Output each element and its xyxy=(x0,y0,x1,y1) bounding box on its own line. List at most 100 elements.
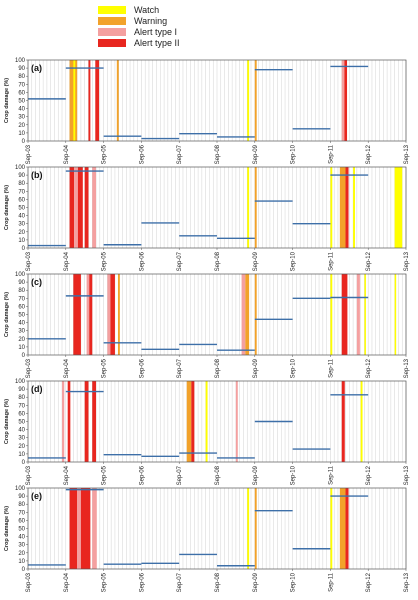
y-tick-label: 60 xyxy=(18,90,25,96)
panel-4: 0 10 20 30 40 50 60 70 80 90 100 Crop damage (%) Sep… xyxy=(4,379,410,485)
y-tick-label: 10 xyxy=(18,345,25,351)
alert-band xyxy=(73,60,76,141)
alert-band xyxy=(62,381,65,462)
alert-band xyxy=(394,274,397,355)
alert-band xyxy=(364,274,366,355)
x-tick-label: Sep-10 xyxy=(291,251,297,271)
legend-swatch-4 xyxy=(98,39,126,47)
x-tick-label: Sep-05 xyxy=(102,358,108,378)
x-tick-label: Sep-10 xyxy=(291,465,297,485)
panel-label: (b) xyxy=(31,170,43,180)
y-axis-label: Crop damage (%) xyxy=(4,78,10,123)
y-tick-label: 20 xyxy=(18,551,25,557)
alert-band xyxy=(92,167,97,248)
alert-band xyxy=(95,60,100,141)
y-tick-label: 10 xyxy=(18,238,25,244)
y-tick-label: 90 xyxy=(18,387,25,393)
y-tick-label: 70 xyxy=(18,82,25,88)
alert-band xyxy=(88,60,91,141)
x-tick-label: Sep-11 xyxy=(328,465,334,485)
alert-band xyxy=(339,488,346,569)
x-tick-label: Sep-13 xyxy=(404,144,410,164)
x-tick-label: Sep-09 xyxy=(253,572,259,592)
alert-band xyxy=(69,167,75,248)
x-tick-label: Sep-03 xyxy=(26,358,32,378)
y-tick-label: 80 xyxy=(18,288,25,294)
y-tick-label: 60 xyxy=(18,304,25,310)
y-tick-label: 100 xyxy=(15,379,26,385)
x-tick-label: Sep-04 xyxy=(64,144,70,164)
y-tick-label: 90 xyxy=(18,173,25,179)
x-tick-label: Sep-06 xyxy=(139,358,145,378)
alert-band xyxy=(245,274,250,355)
x-tick-label: Sep-08 xyxy=(215,144,221,164)
alert-band xyxy=(77,167,83,248)
y-tick-label: 0 xyxy=(22,460,26,466)
panel-label: (e) xyxy=(31,491,42,501)
x-tick-label: Sep-07 xyxy=(177,144,183,164)
x-tick-label: Sep-09 xyxy=(253,251,259,271)
y-tick-label: 70 xyxy=(18,510,25,516)
alert-band xyxy=(341,381,345,462)
panel-label: (d) xyxy=(31,384,43,394)
y-tick-label: 90 xyxy=(18,494,25,500)
y-tick-label: 20 xyxy=(18,230,25,236)
alert-band xyxy=(345,488,349,569)
panel-label: (a) xyxy=(31,63,42,73)
y-tick-label: 30 xyxy=(18,436,25,442)
alert-band xyxy=(67,381,71,462)
panel-label: (c) xyxy=(31,277,42,287)
alert-band xyxy=(74,167,78,248)
y-tick-label: 0 xyxy=(22,246,26,252)
alert-band xyxy=(341,60,345,141)
alert-band xyxy=(205,381,208,462)
y-tick-label: 100 xyxy=(15,272,26,278)
alert-band xyxy=(353,167,355,248)
x-tick-label: Sep-11 xyxy=(328,144,334,164)
x-tick-label: Sep-08 xyxy=(215,358,221,378)
y-tick-label: 60 xyxy=(18,411,25,417)
y-axis-label: Crop damage (%) xyxy=(4,506,10,551)
y-tick-label: 0 xyxy=(22,139,26,145)
y-tick-label: 60 xyxy=(18,197,25,203)
panel-3: 0 10 20 30 40 50 60 70 80 90 100 Crop damage (%) Sep… xyxy=(4,272,410,378)
x-tick-label: Sep-13 xyxy=(404,465,410,485)
alert-band xyxy=(186,381,192,462)
y-tick-label: 10 xyxy=(18,559,25,565)
legend-label-3: Alert type I xyxy=(134,27,177,37)
alert-band xyxy=(80,488,91,569)
x-tick-label: Sep-04 xyxy=(64,358,70,378)
x-tick-label: Sep-09 xyxy=(253,465,259,485)
y-tick-label: 20 xyxy=(18,337,25,343)
x-tick-label: Sep-06 xyxy=(139,144,145,164)
y-tick-label: 60 xyxy=(18,518,25,524)
alert-band xyxy=(356,274,360,355)
alert-band xyxy=(254,167,257,248)
alert-band xyxy=(247,488,250,569)
y-tick-label: 80 xyxy=(18,74,25,80)
x-tick-label: Sep-06 xyxy=(139,465,145,485)
x-tick-label: Sep-12 xyxy=(366,572,372,592)
y-tick-label: 20 xyxy=(18,123,25,129)
y-axis-label: Crop damage (%) xyxy=(4,292,10,337)
x-tick-label: Sep-12 xyxy=(366,358,372,378)
x-tick-label: Sep-11 xyxy=(328,572,334,592)
x-tick-label: Sep-10 xyxy=(291,358,297,378)
x-tick-label: Sep-07 xyxy=(177,251,183,271)
y-tick-label: 50 xyxy=(18,313,25,319)
alert-band xyxy=(330,274,333,355)
y-tick-label: 10 xyxy=(18,452,25,458)
y-tick-label: 40 xyxy=(18,321,25,327)
x-tick-label: Sep-05 xyxy=(102,144,108,164)
x-tick-label: Sep-12 xyxy=(366,465,372,485)
x-tick-label: Sep-08 xyxy=(215,251,221,271)
alert-band xyxy=(73,274,81,355)
x-tick-label: Sep-04 xyxy=(64,572,70,592)
alert-band xyxy=(89,274,93,355)
legend-label-1: Watch xyxy=(134,5,159,15)
x-tick-label: Sep-07 xyxy=(177,358,183,378)
alert-band xyxy=(394,167,403,248)
x-tick-label: Sep-12 xyxy=(366,251,372,271)
y-axis-label: Crop damage (%) xyxy=(4,185,10,230)
